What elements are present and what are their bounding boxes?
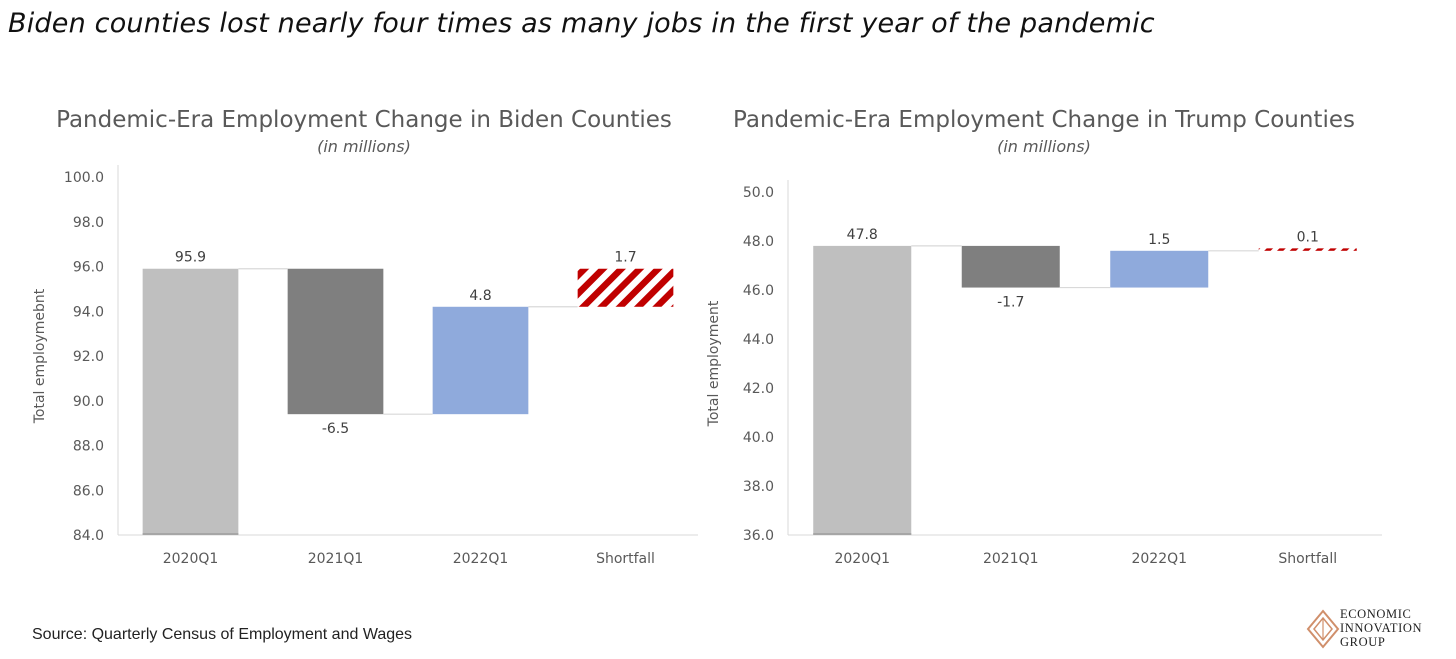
trump-data-label: -1.7: [997, 295, 1024, 311]
biden-x-tick-label: Shortfall: [596, 551, 655, 567]
biden-y-tick-label: 90.0: [73, 394, 104, 410]
eig-logo: ECONOMIC INNOVATION GROUP: [1304, 607, 1454, 653]
trump-title: Pandemic-Era Employment Change in Trump …: [733, 107, 1355, 133]
biden-x-tick-label: 2021Q1: [308, 551, 364, 567]
biden-y-tick-label: 86.0: [73, 483, 104, 499]
biden-y-tick-label: 88.0: [73, 439, 104, 455]
trump-subtitle: (in millions): [997, 137, 1091, 156]
trump-x-tick-label: 2022Q1: [1131, 551, 1187, 567]
biden-bar-2021q1: [287, 268, 384, 415]
trump-x-tick-label: 2020Q1: [834, 551, 890, 567]
trump-bar-2020q1: [813, 245, 912, 535]
biden-y-tick-label: 94.0: [73, 304, 104, 320]
biden-x-tick-label: 2022Q1: [453, 551, 509, 567]
trump-y-axis-label: Total employment: [706, 300, 722, 427]
trump-y-tick-label: 38.0: [743, 479, 774, 495]
biden-bar-2020q1: [142, 268, 239, 535]
trump-bar-shortfall: [1258, 248, 1357, 251]
source-note: Source: Quarterly Census of Employment a…: [32, 626, 413, 643]
trump-y-tick-label: 44.0: [743, 332, 774, 348]
biden-y-tick-label: 100.0: [64, 170, 104, 186]
trump-y-tick-label: 46.0: [743, 283, 774, 299]
biden-y-tick-label: 98.0: [73, 215, 104, 231]
biden-data-label: 95.9: [175, 250, 206, 266]
trump-x-tick-label: 2021Q1: [983, 551, 1039, 567]
logo-line-2: INNOVATION: [1340, 621, 1423, 635]
trump-y-tick-label: 42.0: [743, 381, 774, 397]
biden-data-label: 4.8: [469, 288, 491, 304]
biden-y-axis-label: Total employmebnt: [32, 288, 48, 424]
biden-y-tick-label: 96.0: [73, 260, 104, 276]
trump-y-tick-label: 36.0: [743, 528, 774, 544]
logo-line-3: GROUP: [1340, 635, 1386, 649]
biden-bar-2022q1: [432, 306, 529, 415]
biden-y-tick-label: 84.0: [73, 528, 104, 544]
trump-bar-2022q1: [1110, 250, 1209, 288]
trump-x-tick-label: Shortfall: [1278, 551, 1337, 567]
biden-subtitle: (in millions): [317, 137, 411, 156]
trump-data-label: 1.5: [1148, 232, 1170, 248]
trump-y-tick-label: 40.0: [743, 430, 774, 446]
logo-line-1: ECONOMIC: [1340, 607, 1412, 621]
trump-data-label: 47.8: [847, 227, 878, 243]
logo-diamond-outline: [1306, 609, 1340, 649]
trump-counties-chart: Pandemic-Era Employment Change in Trump …: [706, 107, 1382, 567]
biden-data-label: -6.5: [322, 421, 349, 437]
trump-bar-2021q1: [961, 245, 1060, 288]
trump-y-tick-label: 48.0: [743, 234, 774, 250]
trump-data-label: 0.1: [1297, 229, 1319, 245]
eig-diamond-icon: [1306, 609, 1340, 649]
biden-bar-shortfall: [577, 268, 674, 307]
biden-y-tick-label: 92.0: [73, 349, 104, 365]
trump-y-tick-label: 50.0: [743, 185, 774, 201]
biden-x-tick-label: 2020Q1: [163, 551, 219, 567]
logo-wordmark: ECONOMIC INNOVATION GROUP: [1340, 607, 1422, 649]
page-headline: Biden counties lost nearly four times as…: [8, 8, 1155, 39]
biden-counties-chart: Pandemic-Era Employment Change in Biden …: [32, 107, 698, 567]
biden-title: Pandemic-Era Employment Change in Biden …: [56, 107, 672, 133]
biden-data-label: 1.7: [614, 250, 636, 266]
